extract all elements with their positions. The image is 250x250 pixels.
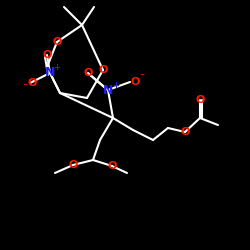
Text: ⁻: ⁻ — [22, 82, 28, 92]
Text: O: O — [98, 65, 108, 75]
Text: +: + — [54, 64, 60, 72]
Text: O: O — [42, 50, 52, 60]
Text: O: O — [52, 37, 62, 47]
Text: O: O — [27, 78, 37, 88]
Text: O: O — [83, 68, 93, 78]
Text: O: O — [107, 161, 117, 171]
Text: N: N — [45, 66, 55, 80]
Text: N: N — [103, 84, 113, 96]
Text: ⁻: ⁻ — [140, 72, 144, 82]
Text: O: O — [130, 77, 140, 87]
Text: O: O — [68, 160, 78, 170]
Text: +: + — [112, 80, 119, 90]
Text: O: O — [180, 127, 190, 137]
Text: O: O — [195, 95, 205, 105]
